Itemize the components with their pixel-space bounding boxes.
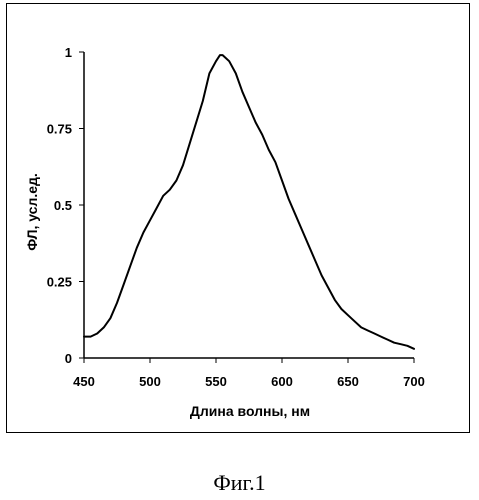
y-tick-label: 0.25: [47, 275, 72, 290]
y-tick-label: 0.75: [47, 122, 72, 137]
y-tick-label: 0: [65, 351, 72, 366]
chart-ticks: 450 500 550 600 650 700 0 0.25 0.5 0.75 1: [47, 45, 425, 389]
y-axis-title: ФЛ, усл.ед.: [24, 173, 40, 251]
chart-series: [84, 55, 414, 349]
y-tick-label: 1: [65, 45, 72, 60]
series-line: [84, 55, 414, 349]
chart-axes: [84, 52, 414, 358]
figure-caption: Фиг.1: [0, 470, 479, 496]
chart: 450 500 550 600 650 700 0 0.25 0.5 0.75 1 Длина во…: [0, 0, 479, 470]
x-tick-label: 600: [271, 374, 293, 389]
x-tick-label: 500: [139, 374, 161, 389]
x-tick-label: 450: [73, 374, 95, 389]
x-tick-label: 650: [337, 374, 359, 389]
x-tick-label: 550: [205, 374, 227, 389]
y-tick-label: 0.5: [54, 198, 72, 213]
x-axis-title: Длина волны, нм: [190, 403, 310, 419]
x-tick-label: 700: [403, 374, 425, 389]
